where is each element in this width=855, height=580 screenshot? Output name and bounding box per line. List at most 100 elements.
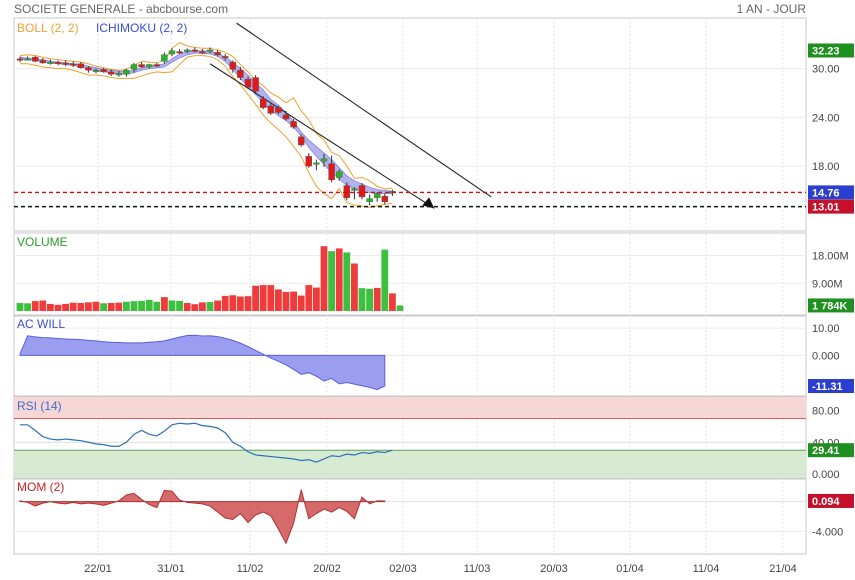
volume-bar xyxy=(237,296,244,311)
candle-up xyxy=(351,188,358,191)
candle-down xyxy=(214,52,221,56)
volume-bar xyxy=(381,249,389,311)
candle-down xyxy=(77,63,85,69)
volume-bar xyxy=(244,296,252,311)
candle-up xyxy=(366,198,373,203)
period-label: 1 AN - JOUR xyxy=(737,2,807,16)
panel-price xyxy=(13,17,807,232)
volume-bar xyxy=(77,302,85,311)
candle-down xyxy=(138,64,145,68)
support-price-label-box xyxy=(808,199,854,214)
candle-up xyxy=(320,158,328,162)
candle-down xyxy=(358,185,366,198)
volume-bar xyxy=(282,291,290,311)
x-tick-label: 22/01 xyxy=(84,563,112,575)
candle-down xyxy=(69,63,77,66)
volume-bar xyxy=(130,301,138,311)
candle-down xyxy=(32,57,39,62)
candle-down xyxy=(176,51,183,54)
boll-lower-line xyxy=(20,55,393,209)
candle-down xyxy=(298,136,305,146)
volume-bar xyxy=(69,302,77,311)
acwill-last-box xyxy=(808,379,854,394)
volume-bar xyxy=(123,301,130,311)
x-tick-label: 21/04 xyxy=(769,563,797,575)
volume-bar xyxy=(39,300,47,311)
candle-up xyxy=(206,49,214,52)
candle-down xyxy=(267,105,274,114)
volume-bar xyxy=(100,303,107,311)
acwill-last-label: -11.31 xyxy=(812,381,843,393)
volume-last-box xyxy=(808,298,854,313)
volume-bar xyxy=(16,302,24,311)
x-tick-label: 31/01 xyxy=(157,563,185,575)
candle-down xyxy=(199,51,206,54)
candle-up xyxy=(313,162,320,165)
mom-last-box xyxy=(808,493,854,508)
x-tick-label: 11/02 xyxy=(237,563,264,575)
rsi-last-label: 29.41 xyxy=(812,445,840,457)
candle-up xyxy=(374,193,381,198)
candle-down xyxy=(290,121,297,128)
volume-bar xyxy=(24,303,31,311)
rsi-y-tick: 80.00 xyxy=(812,406,840,418)
candle-down xyxy=(275,107,282,113)
volume-bar xyxy=(267,285,275,311)
volume-bar xyxy=(335,248,343,311)
volume-title: VOLUME xyxy=(17,235,68,249)
candle-down xyxy=(328,163,335,181)
candle-down xyxy=(305,156,312,167)
candle-down xyxy=(229,61,237,70)
x-tick-label: 02/03 xyxy=(389,563,417,575)
rsi-title: RSI (14) xyxy=(17,399,62,413)
candle-down xyxy=(62,62,69,65)
candle-up xyxy=(92,70,100,72)
candle-up xyxy=(123,70,130,75)
volume-bar xyxy=(176,300,183,311)
volume-bar xyxy=(183,302,191,311)
mom-last-label: 0.094 xyxy=(812,496,840,508)
last-price-label-box xyxy=(808,185,854,200)
volume-bar xyxy=(389,293,396,311)
candle-down xyxy=(282,114,290,120)
candle-up xyxy=(183,49,191,52)
rsi-y-tick: 0.000 xyxy=(812,469,840,481)
volume-bar xyxy=(297,295,305,311)
volume-bar xyxy=(161,297,168,311)
price-y-tick: 24.00 xyxy=(812,112,840,124)
support-price-label: 13.01 xyxy=(812,202,840,214)
volume-bar xyxy=(31,301,39,311)
volume-bar xyxy=(343,252,351,311)
mom-y-tick: -4.000 xyxy=(812,526,843,538)
trend-arrowhead xyxy=(422,197,435,209)
volume-bar xyxy=(366,288,373,311)
volume-bar xyxy=(168,300,176,311)
volume-bar xyxy=(252,285,259,311)
volume-y-tick: 9.00M xyxy=(812,278,843,290)
volume-bar xyxy=(275,289,282,311)
volume-bar xyxy=(85,302,92,311)
mom-title: MOM (2) xyxy=(17,480,64,494)
volume-bar xyxy=(313,287,320,311)
rsi-oversold-zone xyxy=(14,450,806,478)
volume-last-label: 1 784K xyxy=(812,300,848,312)
volume-bar xyxy=(138,300,145,311)
volume-bar xyxy=(396,305,404,311)
x-tick-label: 11/03 xyxy=(464,563,491,575)
volume-bar xyxy=(92,301,100,311)
candle-down xyxy=(191,49,199,52)
candle-down xyxy=(260,98,267,108)
volume-bar xyxy=(373,287,381,311)
candle-down xyxy=(252,77,259,92)
volume-bar xyxy=(305,285,313,311)
candle-down xyxy=(85,67,92,71)
candle-down xyxy=(381,195,388,203)
candle-up xyxy=(336,171,343,178)
acwill-title: AC WILL xyxy=(17,317,65,331)
candle-down xyxy=(244,78,252,88)
x-tick-label: 01/04 xyxy=(616,563,644,575)
volume-bar xyxy=(290,291,297,311)
candle-up xyxy=(168,50,176,55)
panel-acwill xyxy=(13,315,807,397)
price-y-tick: 18.00 xyxy=(812,161,840,173)
